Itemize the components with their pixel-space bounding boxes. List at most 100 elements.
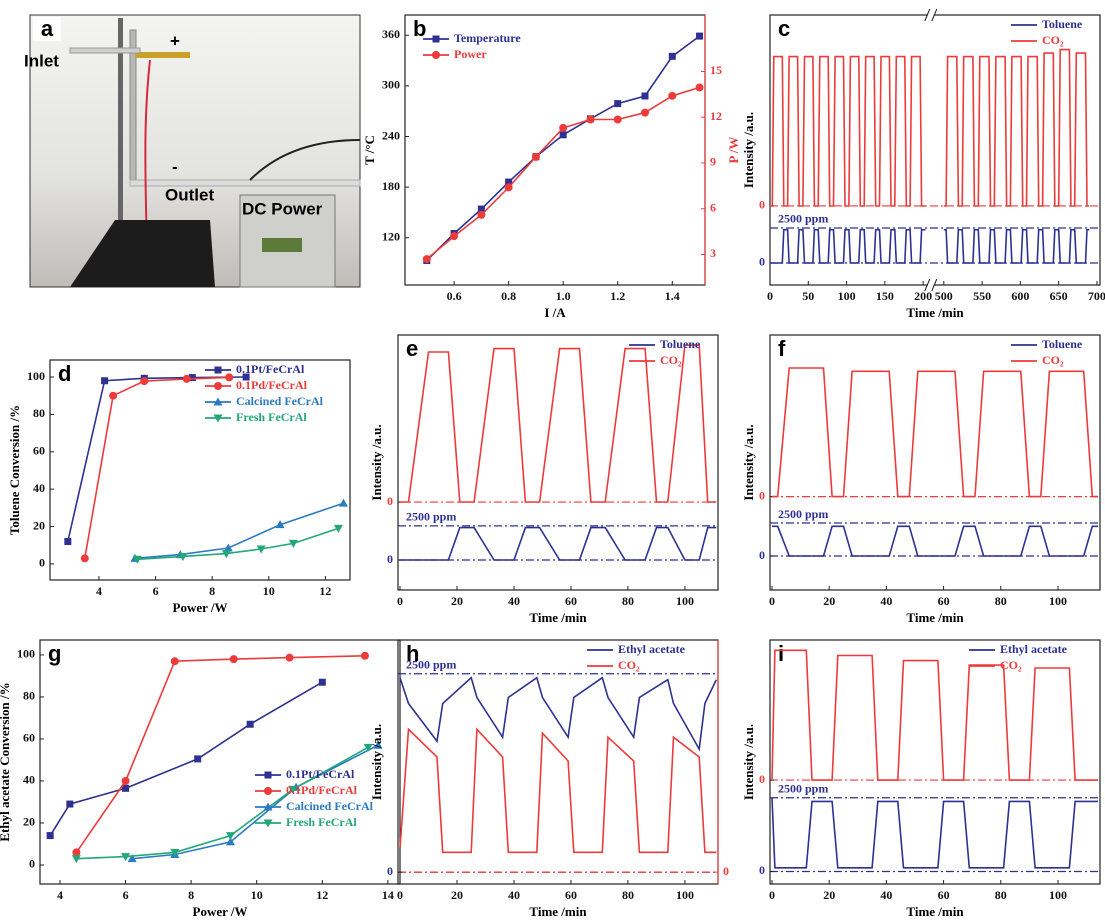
reference-label: 2500 ppm (778, 507, 828, 521)
series-line (49, 681, 323, 837)
marker (285, 653, 294, 662)
x-tick-label: 40 (508, 888, 520, 902)
chart-panel: 4 6 8 10 12 0 20 40 60 80 100 d Power /W Toluene Conv… (7, 359, 351, 615)
marker (66, 800, 74, 808)
x-axis-label: I /A (544, 305, 566, 320)
marker (170, 657, 179, 666)
x-axis-label: Time /min (529, 904, 587, 919)
legend-label: Fresh FeCrAl (286, 815, 357, 829)
marker (140, 377, 149, 386)
y-tick-label: 80 (33, 406, 45, 420)
x-tick-label: 0 (397, 888, 403, 902)
x-tick-label: 700 (1088, 289, 1105, 303)
y-axis-label: Intensity /a.u. (369, 724, 384, 800)
chart-panel: 0.6 0.8 1.0 1.2 1.4 120 180 240 300 360 3 6 9 12 15 b I … (362, 14, 741, 320)
series-line (400, 344, 717, 503)
legend-marker (214, 366, 222, 374)
series-line (400, 526, 717, 561)
x-tick-label: 20 (823, 888, 835, 902)
y-tick-label: 40 (23, 773, 35, 787)
marker (188, 374, 196, 382)
axis-break (931, 8, 938, 22)
electrode (135, 52, 190, 58)
marker (256, 545, 266, 554)
x-tick-label: 20 (451, 888, 463, 902)
y-tick-label: 40 (33, 481, 45, 495)
axis-break-gap (927, 12, 934, 18)
x-tick-label: 1.2 (610, 289, 625, 303)
y-tick-label: 0 (39, 556, 45, 570)
reference-label: 2500 ppm (406, 657, 456, 671)
marker (641, 108, 649, 117)
marker (72, 848, 81, 857)
panel-label: c (778, 16, 790, 41)
x-tick-label: 0 (769, 594, 775, 608)
panel-label: g (48, 641, 61, 666)
x-tick-label: 550 (973, 289, 991, 303)
marker (668, 91, 677, 100)
panel-label: a (41, 16, 54, 41)
x-tick-label: 100 (1049, 888, 1067, 902)
x-tick-label: 40 (880, 594, 892, 608)
marker (182, 374, 191, 383)
marker (109, 391, 118, 400)
y2-tick-label: 6 (710, 200, 716, 214)
marker (338, 498, 348, 507)
x-tick-label: 1.0 (556, 289, 571, 303)
series-line (137, 527, 339, 561)
reference-label: 2500 ppm (778, 782, 828, 796)
y-tick-label: 80 (23, 689, 35, 703)
marker (170, 848, 180, 857)
panel-label: h (406, 641, 419, 666)
x-tick-label: 10 (251, 888, 263, 902)
x-axis-label: Time /min (906, 904, 964, 919)
plot-frame (49, 359, 351, 581)
marker (242, 373, 250, 381)
legend-label: CO₂ (660, 353, 682, 367)
x-tick-label: 0 (769, 888, 775, 902)
legend-label: Toluene (1042, 17, 1083, 31)
marker (122, 784, 130, 792)
y-axis-label: Intensity /a.u. (741, 112, 756, 188)
panel-label: b (413, 16, 426, 41)
legend-label: Fresh FeCrAl (236, 410, 307, 424)
axis-break (924, 8, 931, 22)
series-line (399, 676, 718, 752)
marker (505, 178, 513, 186)
series-line (84, 376, 230, 559)
legend-marker (263, 802, 273, 811)
legend-label: CO₂ (1042, 33, 1064, 47)
marker (695, 83, 704, 92)
plot-frame (39, 639, 401, 885)
legend-marker (214, 382, 222, 390)
x-tick-label: 8 (188, 888, 194, 902)
y2-tick-label: 3 (710, 246, 716, 260)
marker (559, 123, 568, 132)
series-line (134, 502, 344, 560)
marker (101, 377, 109, 385)
marker (450, 232, 459, 241)
series-line (75, 655, 365, 853)
marker (504, 183, 513, 192)
reference-label: 2500 ppm (778, 212, 828, 226)
x-tick-label: 1.4 (665, 289, 680, 303)
marker (194, 755, 202, 763)
marker (132, 555, 142, 564)
reference-label: 2500 ppm (406, 510, 456, 524)
marker (559, 131, 567, 139)
legend-label: 0.1Pt/FeCrAl (236, 362, 305, 376)
inlet-pipe (69, 47, 141, 54)
plot-frame (769, 14, 1101, 286)
marker (641, 92, 649, 100)
y-axis-label: Ethyl acetate Conversion /% (0, 682, 12, 841)
legend-label: 0.1Pt/FeCrAl (286, 767, 355, 781)
y-axis-label: Intensity /a.u. (369, 424, 384, 500)
x-tick-label: 150 (876, 289, 894, 303)
x-tick-label: 6 (153, 584, 159, 598)
y-tick-label: 20 (23, 815, 35, 829)
legend-label: CO₂ (618, 658, 640, 672)
